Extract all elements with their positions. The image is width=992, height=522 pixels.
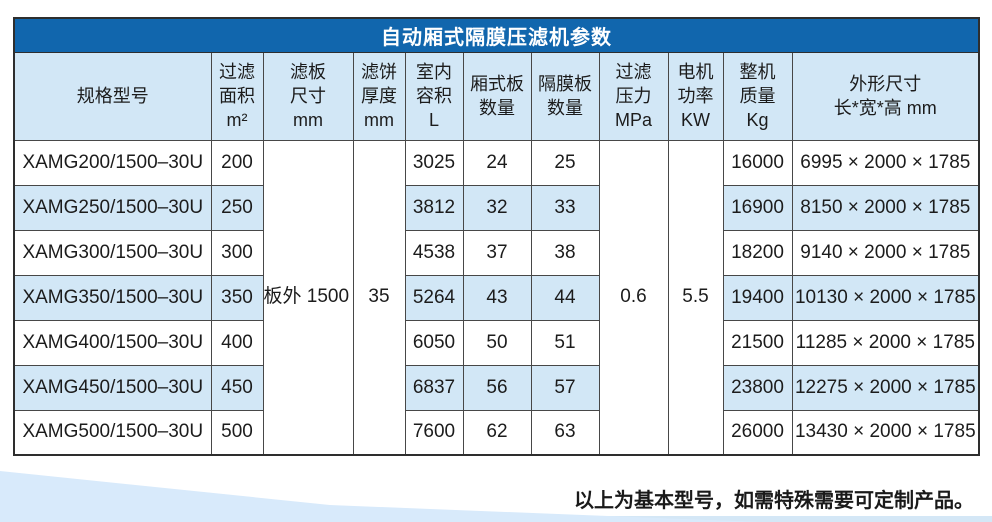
cell-weight: 26000	[722, 409, 793, 456]
table-row: XAMG500/1500–30U 500 7600 62 63 26000 13…	[13, 409, 980, 456]
cell-model: XAMG400/1500–30U	[13, 319, 212, 366]
cell-dimensions: 9140 × 2000 × 1785	[791, 229, 980, 276]
cell-weight: 19400	[722, 274, 793, 321]
cell-dimensions: 6995 × 2000 × 1785	[791, 139, 980, 186]
cell-model: XAMG250/1500–30U	[13, 184, 212, 231]
header-cake-thickness: 滤饼 厚度 mm	[352, 51, 406, 141]
cell-weight: 23800	[722, 364, 793, 411]
header-model: 规格型号	[13, 51, 212, 141]
table-row: XAMG300/1500–30U 300 4538 37 38 18200 91…	[13, 229, 980, 276]
table-row: XAMG400/1500–30U 400 6050 50 51 21500 11…	[13, 319, 980, 366]
cell-model: XAMG500/1500–30U	[13, 409, 212, 456]
cell-chamber-plates: 43	[462, 274, 532, 321]
cell-motor-power-merged: 5.5	[667, 139, 724, 456]
cell-volume: 7600	[404, 409, 464, 456]
cell-volume: 6837	[404, 364, 464, 411]
table-row: XAMG250/1500–30U 250 3812 32 33 16900 81…	[13, 184, 980, 231]
cell-volume: 3812	[404, 184, 464, 231]
cell-chamber-plates: 50	[462, 319, 532, 366]
table-row: XAMG200/1500–30U 200 板外 1500 × 1500 35 3…	[13, 139, 980, 456]
cell-weight: 16900	[722, 184, 793, 231]
cell-area: 400	[210, 319, 264, 366]
table-title-row: 自动厢式隔膜压滤机参数	[13, 17, 980, 53]
cell-plate-size-merged: 板外 1500 × 1500	[262, 139, 354, 456]
table-row: XAMG450/1500–30U 450 6837 56 57 23800 12…	[13, 364, 980, 411]
cell-area: 500	[210, 409, 264, 456]
header-dimensions: 外形尺寸 长*宽*高 mm	[791, 51, 980, 141]
cell-area: 300	[210, 229, 264, 276]
cell-dimensions: 10130 × 2000 × 1785	[791, 274, 980, 321]
cell-diaphragm-plates: 51	[530, 319, 600, 366]
table-header-row: 规格型号 过滤 面积 m² 滤板 尺寸 mm 滤饼 厚度 mm 室内 容积 L …	[13, 51, 980, 141]
cell-model: XAMG300/1500–30U	[13, 229, 212, 276]
table-title: 自动厢式隔膜压滤机参数	[13, 17, 980, 53]
cell-diaphragm-plates: 38	[530, 229, 600, 276]
cell-volume: 3025	[404, 139, 464, 186]
header-filter-pressure: 过滤 压力 MPa	[598, 51, 669, 141]
cell-weight: 16000	[722, 139, 793, 186]
cell-volume: 6050	[404, 319, 464, 366]
cell-diaphragm-plates: 25	[530, 139, 600, 186]
cell-area: 200	[210, 139, 264, 186]
table-row: XAMG350/1500–30U 350 5264 43 44 19400 10…	[13, 274, 980, 321]
cell-volume: 4538	[404, 229, 464, 276]
cell-dimensions: 11285 × 2000 × 1785	[791, 319, 980, 366]
cell-diaphragm-plates: 44	[530, 274, 600, 321]
cell-model: XAMG350/1500–30U	[13, 274, 212, 321]
cell-chamber-plates: 32	[462, 184, 532, 231]
cell-model: XAMG200/1500–30U	[13, 139, 212, 186]
cell-chamber-plates: 37	[462, 229, 532, 276]
cell-area: 250	[210, 184, 264, 231]
cell-weight: 21500	[722, 319, 793, 366]
cell-volume: 5264	[404, 274, 464, 321]
cell-diaphragm-plates: 33	[530, 184, 600, 231]
cell-pressure-merged: 0.6	[598, 139, 669, 456]
cell-diaphragm-plates: 63	[530, 409, 600, 456]
cell-chamber-plates: 62	[462, 409, 532, 456]
footer-note: 以上为基本型号，如需特殊需要可定制产品。	[574, 490, 974, 512]
cell-dimensions: 12275 × 2000 × 1785	[791, 364, 980, 411]
cell-weight: 18200	[722, 229, 793, 276]
header-chamber-plates: 厢式板 数量	[462, 51, 532, 141]
cell-model: XAMG450/1500–30U	[13, 364, 212, 411]
header-motor-power: 电机 功率 KW	[667, 51, 724, 141]
cell-chamber-plates: 56	[462, 364, 532, 411]
header-plate-size: 滤板 尺寸 mm	[262, 51, 354, 141]
header-filter-area: 过滤 面积 m²	[210, 51, 264, 141]
header-diaphragm-plates: 隔膜板 数量	[530, 51, 600, 141]
header-machine-weight: 整机 质量 Kg	[722, 51, 793, 141]
cell-dimensions: 8150 × 2000 × 1785	[791, 184, 980, 231]
cell-cake-thickness-merged: 35	[352, 139, 406, 456]
cell-area: 450	[210, 364, 264, 411]
cell-area: 350	[210, 274, 264, 321]
header-chamber-volume: 室内 容积 L	[404, 51, 464, 141]
spec-table: 自动厢式隔膜压滤机参数 规格型号 过滤 面积 m² 滤板 尺寸 mm 滤饼 厚度…	[13, 17, 981, 456]
cell-dimensions: 13430 × 2000 × 1785	[791, 409, 980, 456]
cell-chamber-plates: 24	[462, 139, 532, 186]
cell-diaphragm-plates: 57	[530, 364, 600, 411]
